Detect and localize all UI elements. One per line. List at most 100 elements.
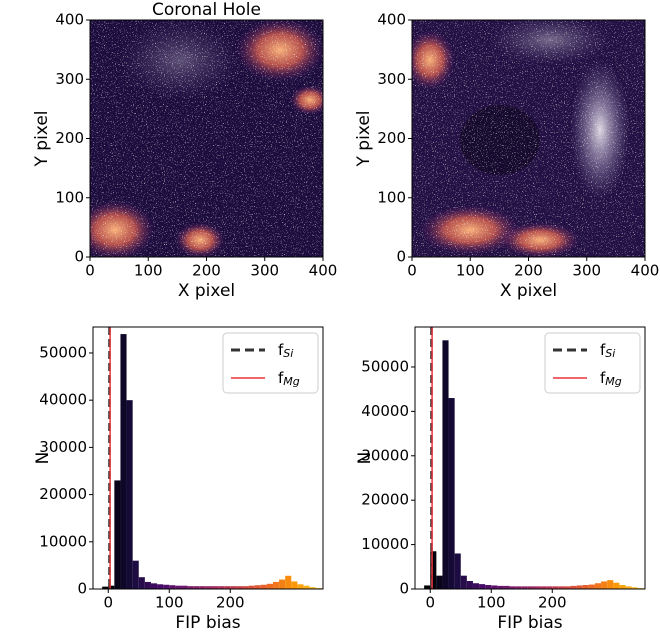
bar: [150, 583, 158, 589]
bar: [430, 551, 437, 589]
bar: [631, 587, 638, 589]
bar: [448, 398, 455, 589]
y-axis-label: N: [33, 452, 53, 465]
chart-title: Coronal Hole: [152, 0, 261, 20]
bar: [619, 585, 626, 589]
bar: [120, 334, 127, 589]
x-axis-label: X pixel: [178, 281, 235, 301]
legend-text: f: [278, 341, 284, 359]
bar: [224, 586, 231, 589]
bar: [181, 585, 188, 589]
y-tick-label: 10000: [361, 535, 409, 553]
legend-label: fMg: [600, 369, 622, 389]
legend-subscript: Mg: [605, 375, 621, 388]
x-tick-label: 200: [538, 594, 567, 612]
x-tick-label: 0: [425, 594, 435, 612]
y-tick-label: 0: [77, 580, 87, 598]
y-tick-label: 0: [399, 580, 409, 598]
y-tick-label: 400: [55, 11, 84, 29]
bar: [497, 585, 504, 589]
legend-label: fSi: [600, 341, 615, 361]
map-image: [90, 20, 323, 257]
bar: [515, 586, 522, 589]
bar: [297, 584, 304, 589]
bar: [442, 340, 449, 589]
x-tick-label: 200: [216, 594, 245, 612]
bar: [303, 585, 310, 589]
bar: [193, 586, 200, 589]
bar: [613, 582, 620, 589]
bar: [187, 586, 194, 589]
y-axis-label: N: [355, 452, 375, 465]
bar: [108, 585, 115, 589]
bar: [564, 586, 571, 589]
y-tick-label: 200: [55, 129, 84, 147]
bar: [260, 584, 267, 589]
legend-box: [222, 332, 319, 394]
legend-box: [544, 332, 641, 394]
bar: [126, 400, 133, 589]
legend-text: f: [600, 341, 606, 359]
y-tick-label: 300: [377, 70, 406, 88]
x-tick-label: 100: [155, 594, 184, 612]
y-tick-label: 0: [396, 248, 406, 266]
bar: [175, 585, 182, 589]
bar: [552, 586, 559, 589]
axes-frame: [414, 326, 646, 590]
x-tick-label: 300: [250, 262, 279, 280]
bar: [218, 586, 225, 589]
bar: [454, 553, 461, 589]
x-axis-label: FIP bias: [497, 613, 562, 633]
bar: [132, 560, 139, 589]
bar: [460, 575, 467, 589]
bar: [503, 585, 510, 589]
bar: [424, 585, 431, 589]
bar: [570, 585, 577, 589]
y-tick-label: 100: [55, 188, 84, 206]
y-tick-label: 0: [74, 248, 84, 266]
bar: [466, 581, 473, 589]
bar: [594, 583, 602, 589]
bar: [546, 586, 553, 589]
bar: [291, 581, 298, 589]
bar: [102, 586, 109, 589]
y-tick-label: 400: [377, 11, 406, 29]
bar: [211, 586, 219, 589]
bar: [607, 580, 614, 589]
bar: [509, 586, 516, 589]
bar: [254, 585, 261, 589]
x-axis-label: FIP bias: [175, 613, 240, 633]
bar: [169, 585, 176, 589]
y-tick-label: 50000: [39, 343, 87, 361]
x-axis-label: X pixel: [500, 281, 557, 301]
bar: [588, 584, 595, 589]
x-tick-label: 400: [309, 262, 338, 280]
x-tick-label: 0: [85, 262, 95, 280]
bar: [242, 586, 249, 589]
legend-text: f: [278, 369, 284, 387]
y-tick-label: 10000: [39, 532, 87, 550]
x-tick-label: 200: [514, 262, 543, 280]
y-tick-label: 100: [377, 188, 406, 206]
y-tick-label: 30000: [361, 446, 409, 464]
bar: [472, 583, 480, 589]
bar: [527, 586, 534, 589]
legend-subscript: Mg: [283, 375, 299, 388]
bar: [272, 581, 280, 589]
bar: [436, 575, 443, 589]
bar: [491, 585, 498, 589]
x-tick-label: 100: [456, 262, 485, 280]
bar: [576, 585, 583, 589]
y-tick-label: 30000: [39, 438, 87, 456]
y-tick-label: 200: [377, 129, 406, 147]
bar: [205, 586, 212, 589]
bar: [558, 586, 565, 589]
bar: [138, 577, 145, 589]
legend-subscript: Si: [283, 347, 293, 360]
bar: [279, 579, 286, 589]
legend-label: fSi: [278, 341, 293, 361]
bar: [144, 581, 151, 589]
legend-text: f: [600, 369, 606, 387]
